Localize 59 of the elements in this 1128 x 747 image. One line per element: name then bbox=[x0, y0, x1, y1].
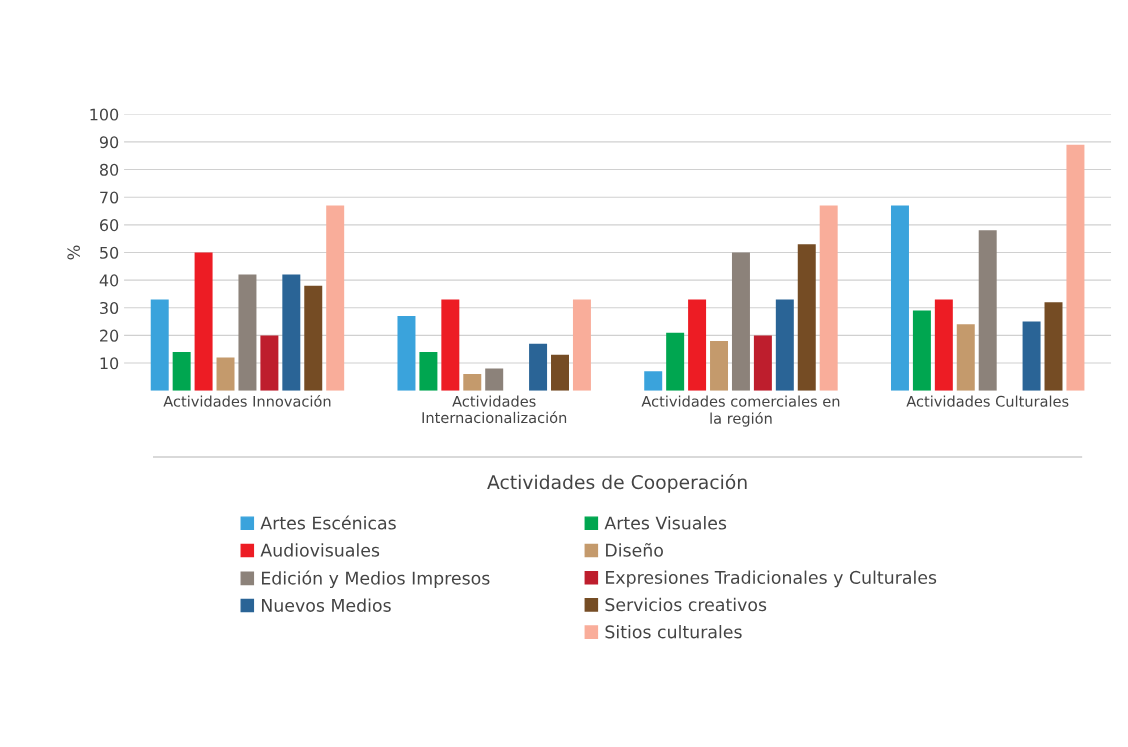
y-tick-label: 90 bbox=[99, 136, 119, 149]
legend-label: Edición y Medios Impresos bbox=[262, 570, 490, 589]
bar bbox=[978, 230, 997, 391]
bar bbox=[1044, 302, 1063, 391]
bar bbox=[666, 332, 685, 391]
bar bbox=[260, 335, 279, 391]
x-tick-label: Actividades comerciales en la región bbox=[641, 395, 840, 427]
bar bbox=[572, 299, 591, 391]
bar bbox=[150, 299, 169, 391]
y-tick-label: 50 bbox=[100, 246, 119, 259]
bar bbox=[710, 340, 729, 391]
bar bbox=[216, 357, 235, 391]
bar bbox=[238, 274, 257, 391]
x-tick-label: Actividades Culturales bbox=[906, 395, 1069, 407]
bar bbox=[485, 368, 504, 391]
bar bbox=[688, 299, 707, 391]
bar bbox=[890, 205, 909, 391]
bar bbox=[441, 299, 460, 391]
legend-label: Sitios culturales bbox=[605, 624, 742, 639]
bar bbox=[282, 274, 301, 391]
bar bbox=[304, 285, 323, 391]
bar bbox=[529, 343, 548, 391]
x-tick-label: Actividades Innovación bbox=[163, 394, 331, 407]
y-tick-label: 20 bbox=[100, 329, 119, 342]
bar bbox=[463, 374, 482, 391]
y-tick-label: 100 bbox=[90, 108, 119, 121]
y-tick-label: 80 bbox=[99, 163, 119, 176]
y-tick-label: 30 bbox=[100, 301, 119, 315]
bar bbox=[731, 252, 750, 391]
bar bbox=[956, 324, 975, 391]
x-axis-title: Actividades de Cooperación bbox=[487, 473, 747, 493]
legend-label: Nuevos Medios bbox=[262, 598, 391, 612]
legend-label: Artes Visuales bbox=[604, 516, 727, 530]
bar bbox=[775, 299, 794, 391]
bar bbox=[912, 310, 931, 391]
bar bbox=[194, 252, 213, 391]
bar bbox=[819, 205, 838, 391]
legend-label: Diseño bbox=[606, 543, 663, 557]
legend-label: Servicios creativos bbox=[605, 597, 767, 612]
y-tick-label: 60 bbox=[100, 219, 119, 232]
y-axis-title: % bbox=[67, 245, 80, 260]
x-tick-label: Actividades Internacionalización bbox=[422, 395, 567, 424]
bar bbox=[797, 244, 816, 391]
bar bbox=[1022, 321, 1041, 391]
bar bbox=[172, 351, 191, 391]
y-tick-label: 10 bbox=[100, 357, 119, 370]
y-tick-label: 40 bbox=[99, 274, 119, 287]
legend-label: Audiovisuales bbox=[260, 543, 380, 557]
bar bbox=[934, 299, 953, 391]
bar bbox=[551, 354, 569, 391]
y-tick-label: 70 bbox=[100, 191, 119, 204]
bar bbox=[1066, 144, 1085, 391]
bar bbox=[326, 205, 345, 391]
bar bbox=[419, 351, 438, 391]
bar bbox=[397, 316, 416, 391]
bar bbox=[753, 335, 772, 391]
legend-label: Artes Escénicas bbox=[260, 515, 396, 530]
legend-label: Expresiones Tradicionales y Culturales bbox=[606, 570, 937, 588]
bar bbox=[644, 371, 663, 391]
